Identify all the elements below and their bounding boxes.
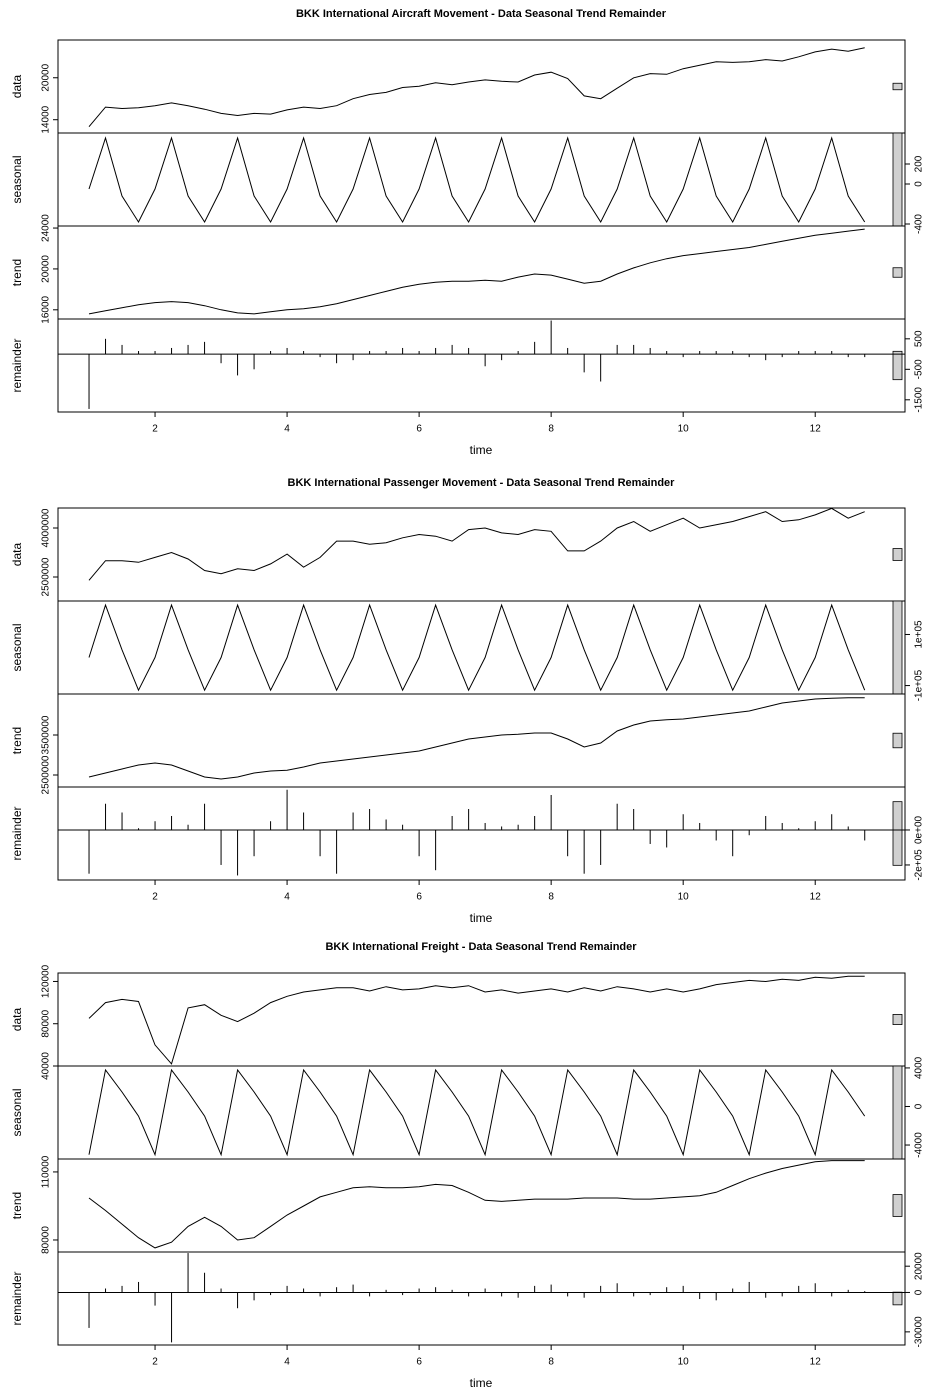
y-tick-label: 3500000: [41, 715, 52, 754]
panel-label: trend: [10, 727, 24, 754]
y-tick-label: 24000: [41, 214, 52, 242]
x-tick-label: 8: [548, 424, 554, 435]
y-tick-label: -4000: [914, 1132, 925, 1158]
y-tick-label: 80000: [41, 1226, 52, 1254]
y-tick-label: 2500000: [41, 755, 52, 794]
series-line: [89, 1070, 865, 1155]
x-tick-label: 12: [810, 892, 822, 903]
series-line: [89, 698, 865, 779]
y-tick-label: -400: [914, 214, 925, 234]
panel-frame: [58, 1252, 905, 1345]
y-tick-label: 120000: [41, 964, 52, 998]
y-tick-label: 0: [914, 1289, 925, 1295]
panel-label: trend: [10, 259, 24, 286]
y-tick-label: 2500000: [41, 557, 52, 596]
panel-frame: [58, 40, 905, 133]
x-axis-title: time: [470, 1376, 493, 1390]
series-line: [89, 1161, 865, 1248]
y-tick-label: 0: [914, 181, 925, 187]
scale-bar: [893, 1195, 902, 1217]
scale-bar: [893, 549, 902, 561]
panel-frame: [58, 601, 905, 694]
panel-frame: [58, 1159, 905, 1252]
series-line: [89, 605, 865, 690]
x-tick-label: 6: [416, 424, 422, 435]
x-tick-label: 10: [678, 892, 690, 903]
y-tick-label: 80000: [41, 1009, 52, 1037]
panel-frame: [58, 319, 905, 412]
panel-label: remainder: [10, 1271, 24, 1325]
y-tick-label: 4000000: [41, 508, 52, 547]
scale-bar: [893, 351, 902, 379]
x-tick-label: 12: [810, 1357, 822, 1368]
y-tick-label: 14000: [41, 105, 52, 133]
panel-label: data: [10, 74, 24, 98]
series-line: [89, 138, 865, 222]
y-tick-label: 200: [914, 155, 925, 172]
y-tick-label: 1e+05: [914, 620, 925, 649]
panel-label: data: [10, 1007, 24, 1031]
x-tick-label: 4: [284, 424, 290, 435]
x-tick-label: 8: [548, 1357, 554, 1368]
x-tick-label: 6: [416, 892, 422, 903]
x-tick-label: 2: [152, 892, 158, 903]
scale-bar: [893, 1292, 902, 1305]
panel-label: seasonal: [10, 1088, 24, 1136]
panel-frame: [58, 694, 905, 787]
y-tick-label: -500: [914, 359, 925, 379]
y-tick-label: -1e+05: [914, 669, 925, 701]
y-tick-label: 20000: [914, 1252, 925, 1280]
x-tick-label: 12: [810, 424, 822, 435]
y-tick-label: 40000: [41, 1052, 52, 1080]
y-tick-label: 16000: [41, 295, 52, 323]
scale-bar: [893, 1014, 902, 1024]
panel-frame: [58, 508, 905, 601]
panel-frame: [58, 226, 905, 319]
y-tick-label: 0: [914, 1103, 925, 1109]
scale-bar: [893, 1066, 902, 1159]
scale-bar: [893, 83, 902, 90]
scale-bar: [893, 733, 902, 748]
x-axis-title: time: [470, 443, 493, 457]
panel-label: trend: [10, 1192, 24, 1219]
series-line: [89, 48, 865, 127]
scale-bar: [893, 268, 902, 278]
scale-bar: [893, 802, 902, 866]
y-tick-label: 4000: [914, 1056, 925, 1079]
y-tick-label: -30000: [914, 1316, 925, 1348]
panel-label: data: [10, 542, 24, 566]
x-tick-label: 4: [284, 892, 290, 903]
y-tick-label: -1500: [914, 387, 925, 413]
x-tick-label: 4: [284, 1357, 290, 1368]
y-tick-label: 20000: [41, 63, 52, 91]
series-line: [89, 229, 865, 314]
chart-title: BKK International Freight - Data Seasona…: [325, 941, 637, 953]
panel-label: seasonal: [10, 155, 24, 203]
series-line: [89, 508, 865, 580]
y-tick-label: -2e+05: [914, 849, 925, 881]
series-line: [89, 976, 865, 1064]
panel-label: remainder: [10, 806, 24, 860]
panel-label: seasonal: [10, 623, 24, 671]
chart-title: BKK International Aircraft Movement - Da…: [296, 8, 667, 20]
x-axis-title: time: [470, 911, 493, 925]
y-tick-label: 110000: [41, 1155, 52, 1188]
y-tick-label: 20000: [41, 255, 52, 283]
x-tick-label: 2: [152, 1357, 158, 1368]
panel-label: remainder: [10, 338, 24, 392]
scale-bar: [893, 601, 902, 694]
x-tick-label: 10: [678, 1357, 690, 1368]
scale-bar: [893, 133, 902, 226]
x-tick-label: 2: [152, 424, 158, 435]
stl-figure: BKK International Aircraft Movement - Da…: [0, 0, 929, 1393]
x-tick-label: 10: [678, 424, 690, 435]
panel-frame: [58, 787, 905, 880]
y-tick-label: 500: [914, 330, 925, 347]
x-tick-label: 6: [416, 1357, 422, 1368]
chart-title: BKK International Passenger Movement - D…: [288, 477, 676, 489]
y-tick-label: 0e+00: [914, 815, 925, 844]
x-tick-label: 8: [548, 892, 554, 903]
